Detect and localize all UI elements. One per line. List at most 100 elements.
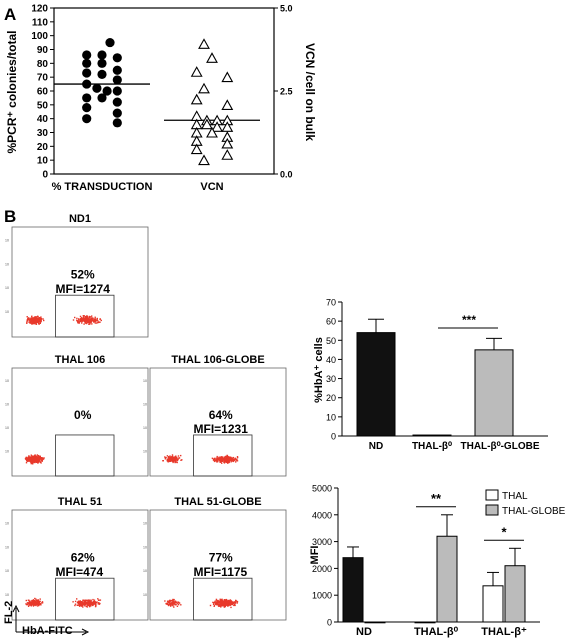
- flow-event-dot: [175, 458, 177, 461]
- flow-event-dot: [97, 320, 99, 322]
- flow-event-dot: [42, 318, 44, 320]
- flow-event-dot: [74, 603, 77, 605]
- flow-event-dot: [39, 458, 41, 460]
- flow-event-dot: [94, 316, 96, 318]
- flow-event-dot: [226, 454, 228, 457]
- flow-event-dot: [87, 599, 89, 602]
- transduction-point: [112, 97, 122, 107]
- flow-event-dot: [37, 457, 40, 459]
- flow-event-dot: [79, 315, 82, 318]
- flow-event-dot: [88, 599, 91, 601]
- flow-event-dot: [98, 603, 100, 605]
- flow-event-dot: [34, 600, 36, 602]
- flow-event-dot: [225, 604, 227, 606]
- flow-event-dot: [81, 322, 83, 324]
- flow-event-dot: [26, 321, 28, 323]
- flow-event-dot: [176, 605, 179, 607]
- flow-event-dot: [84, 605, 86, 607]
- flow-event-dot: [37, 318, 40, 320]
- flow-y-decade: 10: [143, 426, 147, 430]
- flow-y-decade: 10: [5, 593, 9, 597]
- panel-b-label: B: [4, 207, 16, 226]
- flow-event-dot: [32, 460, 34, 462]
- flow-event-dot: [35, 598, 37, 600]
- flow-event-dot: [173, 606, 175, 608]
- flow-event-dot: [223, 456, 226, 458]
- flow-gate: [55, 577, 115, 621]
- flow-event-dot: [177, 458, 179, 460]
- flow-event-dot: [223, 600, 226, 602]
- flow-event-dot: [228, 460, 231, 462]
- flow-plot: THAL 51-GLOBE 10 10 10 10 77%MFI=1175: [143, 496, 287, 621]
- flow-event-dot: [76, 598, 78, 600]
- flow-event-dot: [78, 318, 80, 320]
- flow-event-dot: [85, 601, 88, 604]
- hba-bar: [356, 332, 396, 437]
- flow-event-dot: [28, 459, 30, 462]
- flow-event-dot: [227, 458, 229, 460]
- right-axis-tick-label: 5.0: [280, 4, 293, 14]
- right-axis-tick-label: 2.5: [280, 87, 293, 97]
- flow-event-dot: [224, 605, 226, 607]
- flow-event-dot: [99, 599, 102, 601]
- flow-event-dot: [171, 604, 173, 606]
- flow-event-dot: [35, 459, 37, 462]
- flow-event-dot: [215, 600, 217, 602]
- flow-event-dot: [35, 316, 37, 319]
- flow-event-dot: [169, 458, 171, 460]
- flow-gate-percent: 62%: [71, 551, 95, 565]
- flow-event-dot: [43, 457, 45, 459]
- flow-event-dot: [31, 456, 33, 458]
- flow-event-dot: [34, 604, 37, 606]
- flow-event-dot: [178, 602, 181, 604]
- left-axis-tick-label: 10: [37, 156, 49, 167]
- flow-event-dot: [94, 320, 96, 322]
- left-axis-tick-label: 110: [32, 17, 49, 28]
- flow-event-dot: [35, 316, 37, 318]
- flow-event-dot: [89, 322, 92, 324]
- transduction-point: [112, 53, 122, 63]
- flow-y-decade: 10: [143, 379, 147, 383]
- flow-event-dot: [221, 460, 223, 462]
- flow-event-dot: [167, 604, 169, 606]
- flow-event-dot: [34, 455, 36, 458]
- flow-event-dot: [173, 456, 175, 459]
- left-axis-tick-label: 70: [37, 73, 49, 84]
- flow-event-dot: [39, 460, 41, 462]
- flow-event-dot: [227, 456, 230, 458]
- flow-event-dot: [224, 604, 226, 606]
- flow-event-dot: [82, 606, 84, 608]
- flow-event-dot: [28, 321, 30, 323]
- flow-event-dot: [227, 462, 229, 464]
- flow-event-dot: [96, 601, 98, 604]
- flow-event-dot: [229, 457, 231, 459]
- flow-event-dot: [36, 317, 39, 320]
- flow-event-dot: [36, 603, 38, 605]
- hba-bar: [474, 349, 514, 437]
- flow-event-dot: [35, 601, 37, 603]
- flow-plot: THAL 51 10 10 10 10 62%MFI=474: [5, 496, 149, 621]
- flow-event-dot: [175, 604, 177, 606]
- flow-event-dot: [84, 321, 86, 323]
- flow-gate-mfi: MFI=1231: [194, 422, 249, 436]
- flow-event-dot: [231, 603, 233, 605]
- flow-event-dot: [220, 606, 222, 608]
- flow-event-dot: [100, 319, 102, 322]
- flow-event-dot: [35, 461, 37, 463]
- flow-event-dot: [216, 460, 218, 462]
- flow-event-dot: [228, 603, 230, 605]
- flow-gate-percent: 0%: [74, 408, 92, 422]
- flow-event-dot: [218, 604, 220, 606]
- y-axis-tick-label: 20: [326, 393, 336, 403]
- vcn-point: [221, 137, 234, 149]
- hba-bar: [412, 434, 452, 437]
- flow-event-dot: [29, 600, 31, 602]
- flow-event-dot: [27, 605, 30, 607]
- flow-event-dot: [169, 601, 171, 603]
- panel-a-label: A: [4, 5, 16, 24]
- flow-event-dot: [171, 457, 174, 460]
- mfi-category-label: ND: [356, 626, 372, 638]
- flow-event-dot: [215, 598, 218, 601]
- vcn-point: [206, 52, 218, 63]
- flow-event-dot: [168, 456, 170, 459]
